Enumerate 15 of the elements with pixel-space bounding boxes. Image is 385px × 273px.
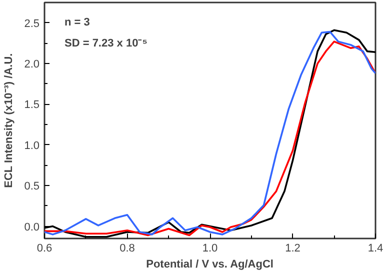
y-tick-label: 1.0 (24, 140, 40, 152)
y-tick-label: 1.5 (24, 99, 40, 112)
x-tick-label: 0.6 (36, 242, 52, 254)
y-tick-label: 2.0 (24, 58, 40, 71)
y-tick-label: 2.5 (24, 18, 40, 30)
y-tick-label: 0.5 (24, 180, 40, 193)
x-tick-label: 1.4 (368, 242, 384, 254)
x-tick-label: 1.2 (285, 242, 300, 254)
x-tick-label: 1.0 (202, 242, 218, 254)
y-axis-title: ECL Intensity (x10⁻³) /A.U. (3, 53, 16, 188)
y-tick-label: 0.0 (24, 221, 40, 234)
x-tick-label: 0.8 (120, 242, 135, 254)
annotation: SD = 7.23 x 10⁻⁵ (64, 38, 148, 50)
x-axis-title: Potential / V vs. Ag/AgCl (146, 258, 274, 270)
annotation: n = 3 (64, 16, 90, 28)
